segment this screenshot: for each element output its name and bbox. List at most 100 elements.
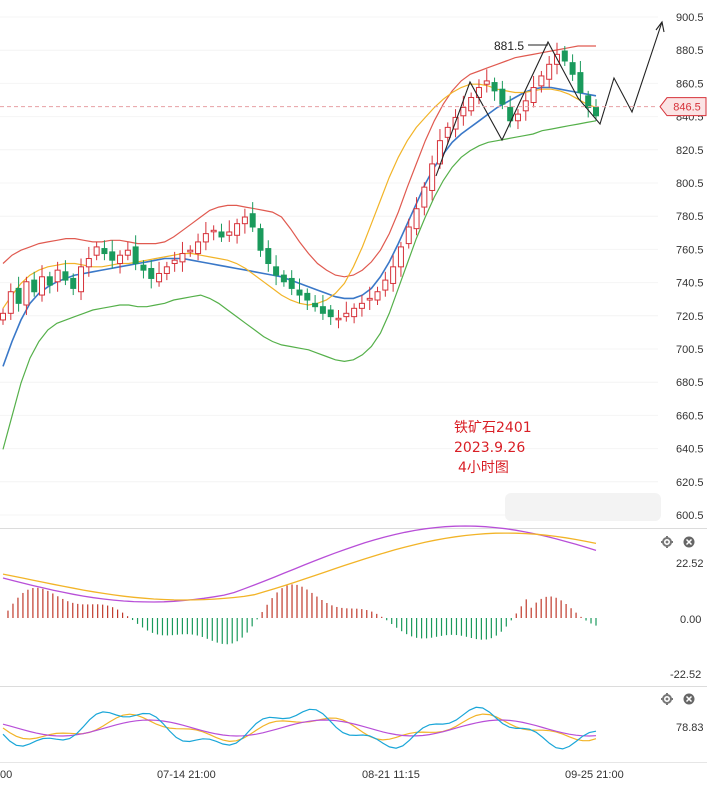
candle (39, 265, 46, 302)
candle (499, 80, 506, 110)
arrow-head-icon (655, 20, 665, 33)
candle (179, 241, 186, 272)
candle (140, 260, 147, 279)
candle (257, 223, 264, 257)
macd-panel: 22.52 0.00 -22.52 (2, 525, 704, 681)
candle (249, 202, 256, 232)
candle (436, 129, 443, 169)
candle (538, 70, 545, 93)
kdj-k-line (2, 713, 597, 743)
x-tick-label: 08-21 11:15 (362, 769, 420, 781)
candle (319, 295, 326, 320)
candle (468, 92, 475, 116)
candle (444, 122, 451, 144)
macd-histogram (7, 584, 597, 645)
main-gridlines (0, 16, 658, 516)
candle (483, 69, 490, 93)
candle (273, 255, 280, 286)
candle (397, 241, 404, 277)
candle (358, 295, 365, 317)
candle (366, 286, 373, 310)
y-tick-label: 760.5 (676, 244, 704, 256)
trend-drawing (435, 21, 663, 177)
annotation-line-3: 4小时图 (458, 460, 509, 476)
macd-zero-label: 0.00 (680, 614, 701, 626)
candle (46, 271, 53, 294)
x-tick-label: 07-14 21:00 (157, 769, 216, 781)
candle (78, 258, 85, 301)
candle (93, 241, 100, 261)
last-price-tag: 846.5 (659, 97, 707, 117)
candle (163, 261, 170, 281)
candle (585, 90, 592, 118)
time-axis: 00 07-14 21:00 08-21 11:15 09-25 21:00 (0, 762, 707, 781)
annotation-line-2: 2023.9.26 (454, 440, 525, 456)
boll-upper-line (2, 45, 596, 278)
y-tick-label: 780.5 (676, 211, 704, 223)
y-tick-label: 640.5 (676, 444, 704, 456)
candle (171, 251, 178, 272)
candle (593, 99, 599, 121)
candle (132, 235, 139, 271)
candle (241, 208, 248, 234)
chart-annotation: 铁矿石2401 2023.9.26 4小时图 (454, 420, 532, 476)
macd-dea-line (2, 532, 597, 601)
kdj-settings-gear-icon[interactable] (661, 693, 673, 705)
candle (390, 255, 397, 292)
candle (62, 260, 69, 286)
macd-close-icon[interactable] (683, 536, 695, 548)
candle (405, 218, 412, 249)
macd-dif-line (2, 525, 597, 603)
candle (265, 240, 272, 272)
kdj-value-label: 78.83 (676, 722, 704, 734)
blurred-watermark (505, 493, 661, 521)
candle (117, 250, 124, 274)
candle (343, 301, 350, 322)
candle (577, 60, 584, 101)
y-tick-label: 720.5 (676, 311, 704, 323)
macd-settings-gear-icon[interactable] (661, 536, 673, 548)
candle (234, 218, 241, 244)
candle (514, 109, 521, 130)
y-tick-label: 740.5 (676, 278, 704, 290)
candle (382, 271, 389, 297)
boll-lower-line (2, 120, 597, 450)
candle (530, 75, 537, 108)
x-tick-label: 00 (0, 769, 12, 781)
candle (421, 182, 428, 216)
kdj-close-icon[interactable] (683, 693, 695, 705)
y-tick-label: 880.5 (676, 45, 704, 57)
y-tick-label: 700.5 (676, 344, 704, 356)
macd-top-label: 22.52 (676, 558, 704, 570)
candle (226, 220, 233, 242)
candle (327, 305, 334, 325)
y-tick-label: 680.5 (676, 377, 704, 389)
candle (351, 303, 358, 324)
candle (413, 197, 420, 236)
price-axis: 900.5880.5860.5840.5820.5800.5780.5760.5… (676, 12, 704, 522)
candle (23, 276, 30, 315)
candle (85, 246, 92, 277)
candle (101, 240, 108, 261)
kdj-d-line (2, 719, 597, 737)
candle (280, 270, 287, 287)
candle (312, 295, 319, 312)
candle (31, 271, 38, 297)
main-price-panel: 900.5880.5860.5840.5820.5800.5780.5760.5… (0, 12, 707, 522)
ma-short-line (2, 83, 597, 309)
y-tick-label: 600.5 (676, 510, 704, 522)
candle (54, 261, 61, 292)
candle (288, 270, 295, 296)
candle (429, 155, 436, 201)
kdj-j-line (2, 706, 597, 750)
analysis-drawings (435, 20, 665, 177)
macd-bottom-label: -22.52 (670, 669, 701, 681)
candle (156, 261, 163, 287)
candle (0, 308, 6, 325)
annotation-line-1: 铁矿石2401 (454, 420, 532, 436)
y-tick-label: 820.5 (676, 145, 704, 157)
candle (202, 222, 209, 251)
candle (335, 309, 342, 329)
y-tick-label: 900.5 (676, 12, 704, 24)
